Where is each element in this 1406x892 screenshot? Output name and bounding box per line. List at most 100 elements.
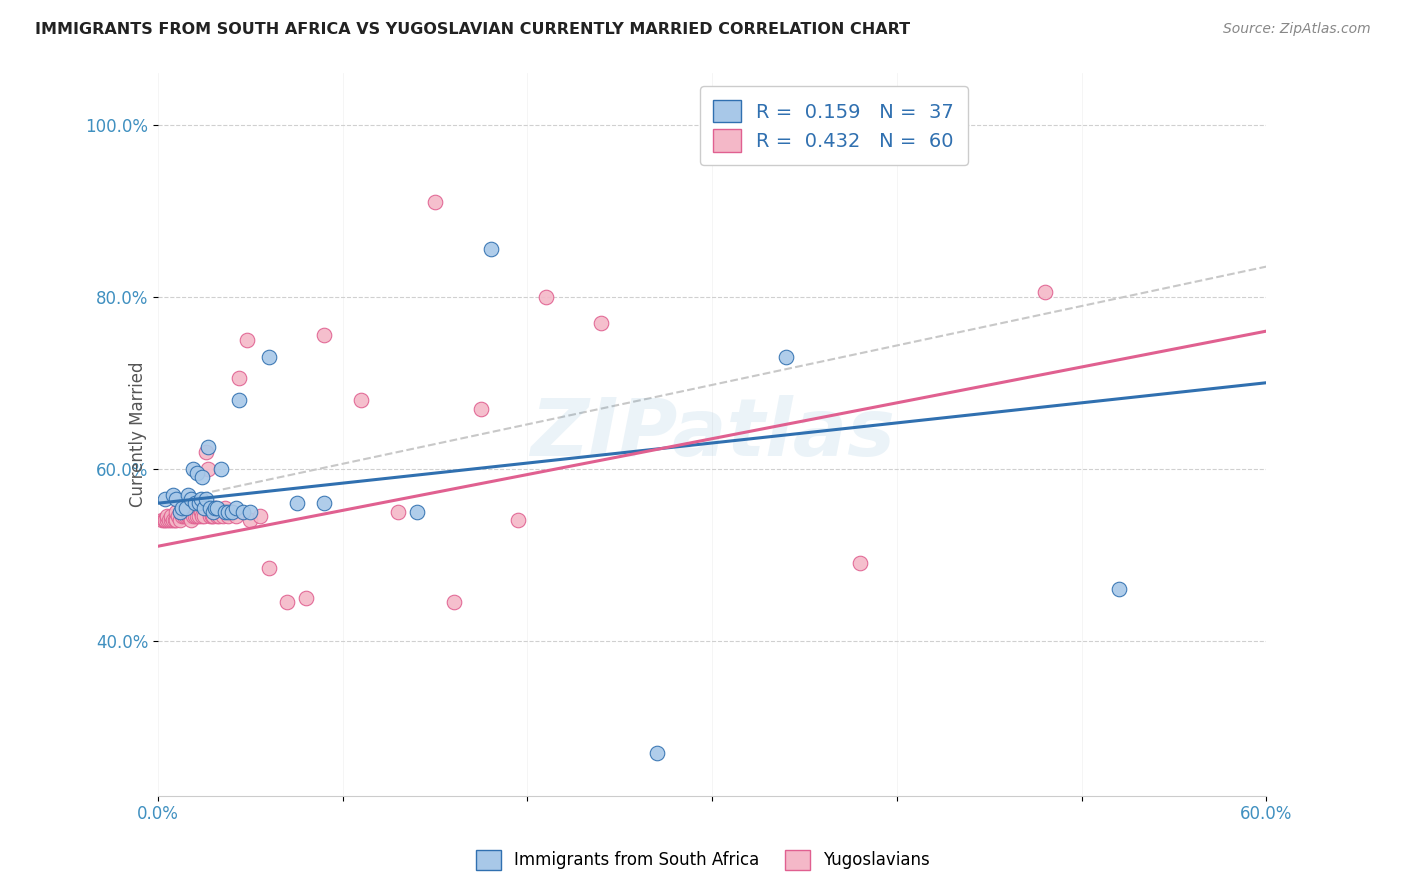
Point (167, 509, 190, 524)
Point (443, 595, 465, 609)
Point (169, 505, 191, 519)
Point (775, 350, 797, 364)
Point (591, 316, 613, 330)
Point (205, 500, 228, 515)
Point (314, 328, 336, 343)
Point (193, 500, 215, 515)
Point (423, 195, 446, 210)
Point (314, 496, 336, 510)
Point (162, 513, 184, 527)
Point (174, 500, 197, 515)
Point (232, 505, 254, 519)
Point (209, 462, 232, 476)
Point (217, 505, 239, 519)
Point (184, 496, 207, 510)
Point (239, 505, 262, 519)
Point (204, 500, 226, 515)
Point (166, 505, 188, 519)
Y-axis label: Currently Married: Currently Married (129, 361, 146, 508)
Point (163, 513, 186, 527)
Point (198, 509, 221, 524)
Point (186, 509, 208, 524)
Point (405, 505, 427, 519)
Point (257, 560, 280, 574)
Point (160, 513, 183, 527)
Point (166, 491, 188, 506)
Point (214, 505, 236, 519)
Point (202, 505, 225, 519)
Point (191, 470, 214, 484)
Point (187, 509, 209, 524)
Point (174, 500, 197, 515)
Point (180, 513, 202, 527)
Point (1108, 582, 1130, 597)
Point (276, 595, 298, 609)
Point (186, 466, 208, 480)
Point (193, 509, 215, 524)
Point (225, 509, 247, 524)
Point (150, 513, 173, 527)
Point (849, 557, 872, 571)
Point (155, 513, 177, 527)
Point (204, 500, 226, 515)
Point (228, 392, 250, 407)
Point (387, 505, 409, 519)
Point (205, 509, 228, 524)
Point (534, 290, 557, 304)
Point (214, 500, 236, 515)
Point (169, 513, 191, 527)
Point (190, 491, 212, 506)
Point (249, 509, 271, 524)
Point (221, 505, 243, 519)
Point (294, 591, 316, 605)
Point (160, 509, 183, 524)
Point (1033, 285, 1056, 300)
Point (202, 509, 225, 524)
Point (197, 440, 219, 454)
Point (285, 496, 308, 510)
Point (479, 243, 502, 257)
Text: IMMIGRANTS FROM SOUTH AFRICA VS YUGOSLAVIAN CURRENTLY MARRIED CORRELATION CHART: IMMIGRANTS FROM SOUTH AFRICA VS YUGOSLAV… (35, 22, 910, 37)
Point (190, 505, 212, 519)
Point (180, 500, 202, 515)
Point (179, 509, 201, 524)
Point (239, 513, 262, 527)
Point (221, 505, 243, 519)
Point (191, 509, 214, 524)
Point (173, 509, 195, 524)
Point (195, 444, 218, 458)
Point (181, 462, 204, 476)
Point (235, 333, 257, 347)
Point (170, 500, 193, 515)
Point (176, 509, 198, 524)
Point (170, 509, 193, 524)
Point (155, 491, 177, 506)
Point (208, 509, 231, 524)
Text: Source: ZipAtlas.com: Source: ZipAtlas.com (1223, 22, 1371, 37)
Point (228, 371, 250, 385)
Point (184, 509, 207, 524)
Point (174, 509, 197, 524)
Legend: R =  0.159   N =  37, R =  0.432   N =  60: R = 0.159 N = 37, R = 0.432 N = 60 (700, 87, 967, 165)
Point (645, 746, 668, 760)
Point (217, 509, 239, 524)
Point (200, 509, 222, 524)
Point (162, 487, 184, 501)
Point (176, 487, 198, 501)
Point (166, 513, 188, 527)
Point (180, 491, 202, 506)
Point (197, 462, 219, 476)
Point (152, 513, 174, 527)
Point (257, 350, 280, 364)
Legend: Immigrants from South Africa, Yugoslavians: Immigrants from South Africa, Yugoslavia… (470, 843, 936, 877)
Point (156, 509, 179, 524)
Point (211, 509, 233, 524)
Point (187, 496, 209, 510)
Point (157, 513, 180, 527)
Point (350, 392, 373, 407)
Point (198, 500, 221, 515)
Point (225, 500, 247, 515)
Point (508, 513, 530, 527)
Text: ZIPatlas: ZIPatlas (530, 395, 894, 474)
Point (470, 401, 492, 416)
